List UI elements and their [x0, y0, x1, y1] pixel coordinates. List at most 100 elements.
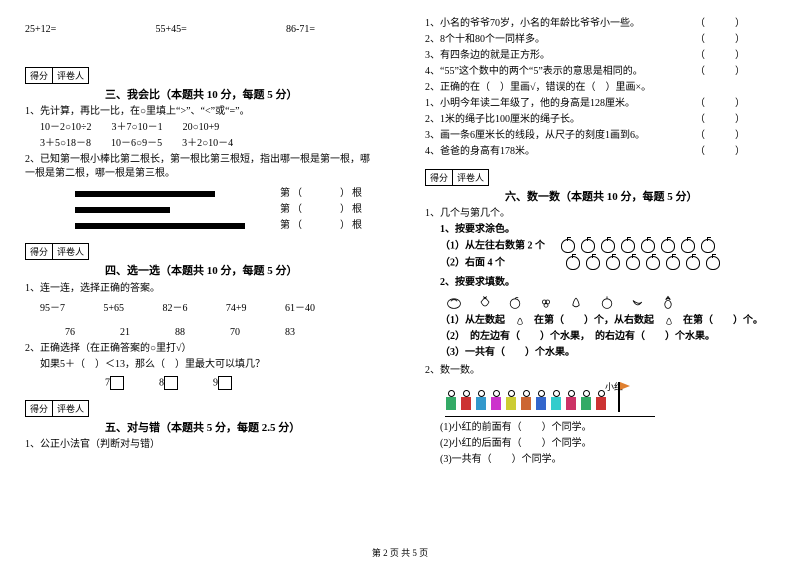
person-icon	[550, 390, 562, 412]
pineapple-icon	[660, 294, 676, 310]
s3-q1-line2: 3＋5○18－8 10－6○9－5 3＋2○10－4	[25, 137, 375, 151]
s4-r2-5: 83	[285, 326, 295, 340]
score-label: 得分	[26, 68, 53, 83]
s4-r2-2: 21	[120, 326, 130, 340]
apple-icon	[626, 256, 640, 270]
grader-label: 评卷人	[53, 244, 88, 259]
apple-icon	[621, 239, 635, 253]
apple-icon	[661, 239, 675, 253]
apple-icon	[666, 256, 680, 270]
choice-box[interactable]	[218, 376, 232, 390]
s6-sub2-a: （1）从左数起 在第（ ）个，从右数起 在第（ ）个。	[425, 314, 775, 328]
s6-sub2-title: 2、按要求填数。	[425, 276, 775, 290]
s4-choices: 7 8 9	[25, 376, 375, 390]
section-6-header: 得分 评卷人	[425, 169, 775, 186]
s3-q1-intro: 1、先计算，再比一比，在○里填上“>”、“<”或“=”。	[25, 105, 375, 119]
person-icon	[445, 390, 457, 412]
person-icon	[580, 390, 592, 412]
arith-3: 86-71=	[286, 23, 315, 37]
bar-1	[75, 191, 215, 197]
s3-q1-line1: 10－2○10÷2 3＋7○10－1 20○10+9	[25, 121, 375, 135]
section-6-title: 六、数一数（本题共 10 分，每题 5 分）	[425, 190, 775, 205]
apple-icon	[586, 256, 600, 270]
s6-q1-intro: 1、几个与第几个。	[425, 207, 775, 221]
bar-3-label: 第（ ）根	[280, 220, 364, 231]
bar-1-label: 第（ ）根	[280, 188, 364, 199]
s6-sub2-c: （3）一共有（ ）个水果。	[425, 346, 775, 360]
apple-icon	[581, 239, 595, 253]
apple2-icon	[599, 294, 615, 310]
s4-q2-text: 如果5＋（ ）＜13，那么（ ）里最大可以填几？	[25, 358, 375, 372]
page-footer: 第 2 页 共 5 页	[0, 546, 800, 559]
s4-q1-intro: 1、连一连，选择正确的答案。	[25, 282, 375, 296]
section-5-header: 得分 评卷人	[25, 400, 375, 417]
person-icon	[535, 390, 547, 412]
person-icon	[475, 390, 487, 412]
judge2-intro: 2、正确的在（ ）里画√，错误的在（ ）里画×。	[425, 81, 775, 95]
section-3-header: 得分 评卷人	[25, 67, 375, 84]
flag-icon	[618, 382, 620, 412]
fruit-row	[425, 294, 775, 310]
pear-icon	[568, 294, 584, 310]
choice-box[interactable]	[110, 376, 124, 390]
s4-r1-2: 5+65	[103, 302, 124, 316]
s6-q2-intro: 2、数一数。	[425, 364, 775, 378]
person-icon	[505, 390, 517, 412]
left-column: 25+12= 55+45= 86-71= 得分 评卷人 三、我会比（本题共 10…	[0, 0, 400, 565]
s3-q2-intro: 2、已知第一根小棒比第二根长，第一根比第三根短，指出哪一根是第一根，哪一根是第二…	[25, 153, 375, 181]
pear-inline-icon	[663, 315, 675, 327]
apple-icon	[641, 239, 655, 253]
s4-r2-1: 76	[65, 326, 75, 340]
s4-q2-intro: 2、正确选择（在正确答案的○里打√）	[25, 342, 375, 356]
bar-2	[75, 207, 170, 213]
apple-icon	[606, 256, 620, 270]
s6-sub1-title: 1、按要求涂色。	[425, 223, 775, 237]
s6-q2-line1: (1)小红的前面有（ ）个同学。	[425, 421, 775, 435]
s4-r2-3: 88	[175, 326, 185, 340]
s4-row1: 95－7 5+65 82－6 74+9 61－40	[25, 302, 375, 316]
person-icon	[520, 390, 532, 412]
apple-icon	[681, 239, 695, 253]
grader-label: 评卷人	[53, 401, 88, 416]
bar-row-3: 第（ ）根	[75, 219, 375, 233]
section-3-title: 三、我会比（本题共 10 分，每题 5 分）	[25, 88, 375, 103]
s4-r1-1: 95－7	[40, 302, 65, 316]
bar-3	[75, 223, 245, 229]
apple-icon	[706, 256, 720, 270]
score-label: 得分	[426, 170, 453, 185]
pear-inline-icon	[514, 315, 526, 327]
apple-icon	[561, 239, 575, 253]
bar-row-2: 第（ ）根	[75, 203, 375, 217]
right-column: 1、小名的爷爷70岁，小名的年龄比爷爷小一些。（ ） 2、8个十和80个一同样多…	[400, 0, 800, 565]
grapes-icon	[538, 294, 554, 310]
arith-1: 25+12=	[25, 23, 56, 37]
judge-4: 4、“55”这个数中的两个“5”表示的意思是相同的。（ ）	[425, 65, 775, 79]
s6-sub1-b: （2）右面 4 个	[425, 256, 775, 270]
judge2-3: 3、画一条6厘米长的线段，从尺子的刻度1画到6。（ ）	[425, 129, 775, 143]
judge-3: 3、有四条边的就是正方形。（ ）	[425, 49, 775, 63]
bar-2-label: 第（ ）根	[280, 204, 364, 215]
apple-icon	[566, 256, 580, 270]
choice-box[interactable]	[164, 376, 178, 390]
grader-label: 评卷人	[53, 68, 88, 83]
s4-r1-3: 82－6	[162, 302, 187, 316]
section-4-header: 得分 评卷人	[25, 243, 375, 260]
apple-icon	[646, 256, 660, 270]
judge2-4: 4、爸爸的身高有178米。（ ）	[425, 145, 775, 159]
judge-1: 1、小名的爷爷70岁，小名的年龄比爷爷小一些。（ ）	[425, 17, 775, 31]
s5-q1: 1、公正小法官（判断对与错）	[25, 438, 375, 452]
person-icon	[565, 390, 577, 412]
peach-icon	[507, 294, 523, 310]
judge2-1: 1、小明今年读二年级了，他的身高是128厘米。（ ）	[425, 97, 775, 111]
grader-label: 评卷人	[453, 170, 488, 185]
score-box: 得分 评卷人	[425, 169, 489, 186]
s6-q2-line3: (3)一共有（ ）个同学。	[425, 453, 775, 467]
score-box: 得分 评卷人	[25, 243, 89, 260]
s4-row2: 76 21 88 70 83	[25, 326, 375, 340]
judge-block-1: 1、小名的爷爷70岁，小名的年龄比爷爷小一些。（ ） 2、8个十和80个一同样多…	[425, 17, 775, 79]
judge-2: 2、8个十和80个一同样多。（ ）	[425, 33, 775, 47]
melon-icon	[446, 294, 462, 310]
person-icon	[460, 390, 472, 412]
queue-graphic: 小红	[425, 382, 775, 417]
s6-sub2-b: （2） 的左边有（ ）个水果， 的右边有（ ）个水果。	[425, 330, 775, 344]
